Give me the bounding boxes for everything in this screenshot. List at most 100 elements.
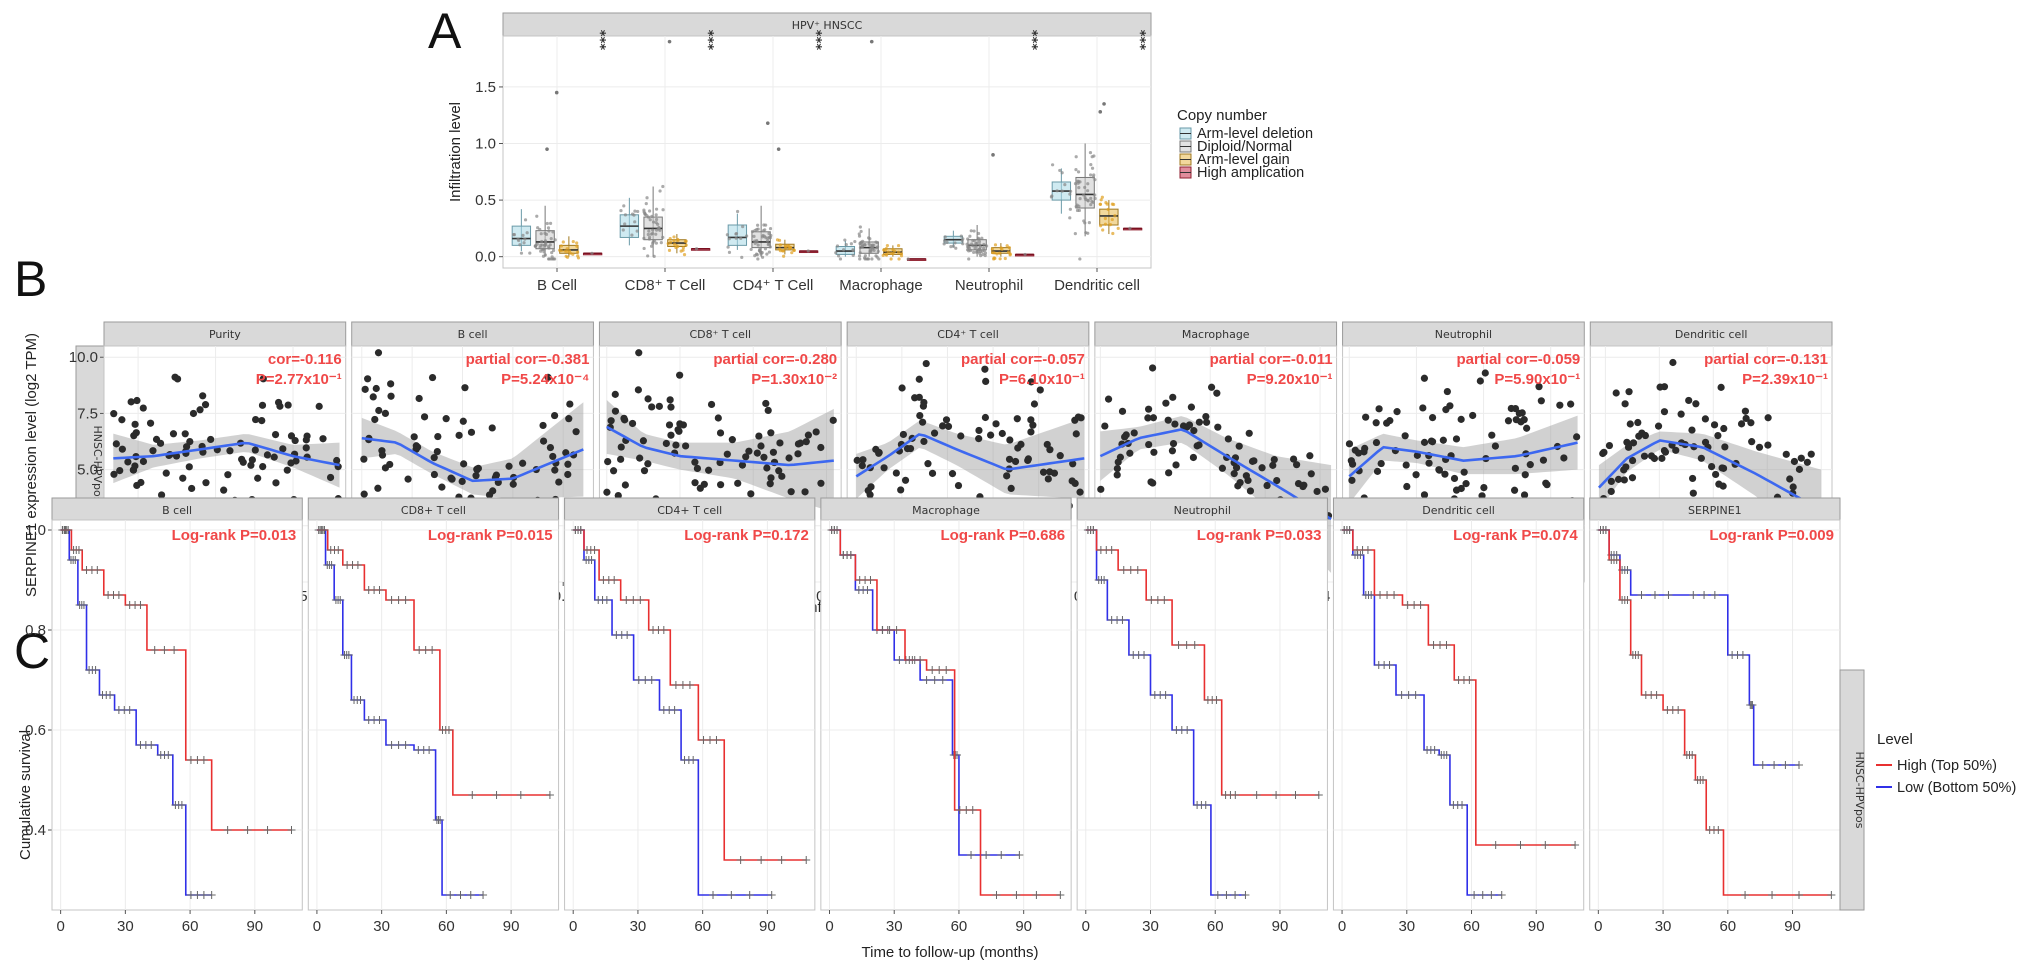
censor-mark bbox=[64, 526, 73, 534]
scatter-point bbox=[133, 481, 141, 490]
facet-strip bbox=[598, 321, 842, 347]
panel-a-y-tick-label: 0.5 bbox=[475, 192, 496, 209]
censor-mark bbox=[1015, 851, 1024, 859]
box-body bbox=[727, 224, 748, 246]
scatter-point bbox=[766, 480, 774, 488]
jitter-point bbox=[760, 235, 765, 239]
jitter-point bbox=[983, 253, 987, 258]
censor-mark bbox=[777, 856, 786, 864]
jitter-point bbox=[756, 243, 760, 247]
jitter-point bbox=[1023, 252, 1027, 257]
outlier-point bbox=[554, 90, 559, 95]
panel-b-row-strip-label: HNSC-HPVpos bbox=[91, 425, 104, 502]
p-value-label: P=5.90x10⁻¹ bbox=[1494, 371, 1580, 388]
scatter-point bbox=[655, 402, 663, 410]
censor-mark bbox=[846, 551, 855, 559]
censor-mark bbox=[1133, 566, 1142, 574]
censor-mark bbox=[576, 526, 585, 534]
jitter-point bbox=[648, 218, 652, 222]
scatter-point bbox=[604, 457, 612, 466]
scatter-point bbox=[287, 459, 295, 467]
jitter-point bbox=[538, 227, 542, 232]
jitter-point bbox=[981, 252, 985, 256]
box-high-amplication bbox=[1014, 252, 1035, 257]
censor-mark bbox=[492, 791, 501, 799]
p-value-label: P=9.20x10⁻¹ bbox=[1247, 371, 1333, 388]
scatter-point bbox=[185, 463, 193, 471]
scatter-point bbox=[118, 445, 126, 453]
jitter-point bbox=[750, 229, 755, 234]
scatter-point bbox=[414, 443, 422, 451]
censor-mark bbox=[375, 716, 384, 724]
jitter-point bbox=[565, 247, 569, 251]
scatter-point bbox=[674, 426, 682, 434]
jitter-point bbox=[977, 237, 981, 241]
scatter-point bbox=[1714, 432, 1722, 440]
jitter-point bbox=[739, 236, 743, 241]
facet-strip-label: B cell bbox=[458, 328, 488, 341]
jitter-point bbox=[1088, 151, 1093, 155]
jitter-point bbox=[972, 229, 976, 233]
scatter-point bbox=[433, 448, 441, 456]
jitter-point bbox=[571, 252, 575, 256]
jitter-point bbox=[760, 255, 765, 259]
scatter-point bbox=[226, 447, 234, 455]
box-high-amplication bbox=[1122, 226, 1143, 231]
scatter-point bbox=[131, 420, 139, 428]
jitter-point bbox=[645, 196, 649, 200]
jitter-point bbox=[753, 241, 757, 246]
km-facet-neutrophil: Neutrophil 0 30 60 90 Log-rank P=0.033 bbox=[1076, 497, 1328, 935]
scatter-point bbox=[1195, 441, 1203, 449]
scatter-point bbox=[1101, 422, 1109, 430]
censor-mark bbox=[456, 891, 465, 899]
scatter-point bbox=[224, 471, 232, 479]
scatter-point bbox=[753, 449, 761, 457]
jitter-point bbox=[982, 246, 986, 250]
scatter-point bbox=[551, 466, 559, 474]
jitter-point bbox=[792, 248, 796, 252]
panel-a-plot-area bbox=[502, 35, 1152, 269]
facet-x-tick-label: 0 bbox=[1594, 918, 1602, 935]
scatter-point bbox=[442, 415, 450, 423]
scatter-point bbox=[364, 375, 372, 383]
fit-line bbox=[361, 436, 584, 483]
scatter-point bbox=[1187, 403, 1195, 411]
jitter-point bbox=[1100, 195, 1104, 199]
jitter-point bbox=[841, 248, 846, 252]
censor-mark bbox=[922, 676, 931, 684]
scatter-point bbox=[181, 430, 189, 438]
jitter-point bbox=[571, 239, 575, 244]
jitter-point bbox=[1082, 193, 1086, 197]
scatter-point bbox=[1171, 420, 1179, 428]
facet-strip bbox=[351, 321, 594, 347]
facet-strip bbox=[103, 321, 347, 347]
scatter-point bbox=[1537, 397, 1545, 405]
box-arm-level-deletion bbox=[725, 209, 749, 259]
jitter-point bbox=[886, 250, 891, 254]
scatter-point bbox=[1213, 389, 1221, 397]
facet-x-tick-label: 60 bbox=[951, 918, 968, 935]
jitter-point bbox=[759, 250, 763, 254]
scatter-point bbox=[555, 478, 563, 486]
censor-mark bbox=[935, 666, 944, 674]
scatter-point bbox=[133, 396, 141, 405]
facet-strip-label: Neutrophil bbox=[1435, 328, 1492, 341]
outlier-point bbox=[545, 147, 549, 151]
jitter-point bbox=[977, 251, 982, 255]
censor-mark bbox=[1465, 676, 1474, 684]
jitter-point bbox=[974, 250, 978, 254]
jitter-point bbox=[543, 253, 547, 257]
scatter-point bbox=[1748, 438, 1756, 446]
facet-x-tick-label: 60 bbox=[1463, 918, 1480, 935]
scatter-point bbox=[371, 415, 379, 424]
jitter-point bbox=[763, 247, 768, 251]
jitter-point bbox=[654, 213, 658, 217]
scatter-point bbox=[372, 384, 380, 393]
censor-mark bbox=[1126, 566, 1135, 574]
scatter-point bbox=[1234, 482, 1242, 490]
jitter-point bbox=[658, 189, 662, 193]
facet-plot-area bbox=[1332, 519, 1585, 911]
jitter-point bbox=[1074, 155, 1078, 159]
jitter-point bbox=[725, 233, 729, 237]
censor-mark bbox=[1442, 751, 1451, 759]
